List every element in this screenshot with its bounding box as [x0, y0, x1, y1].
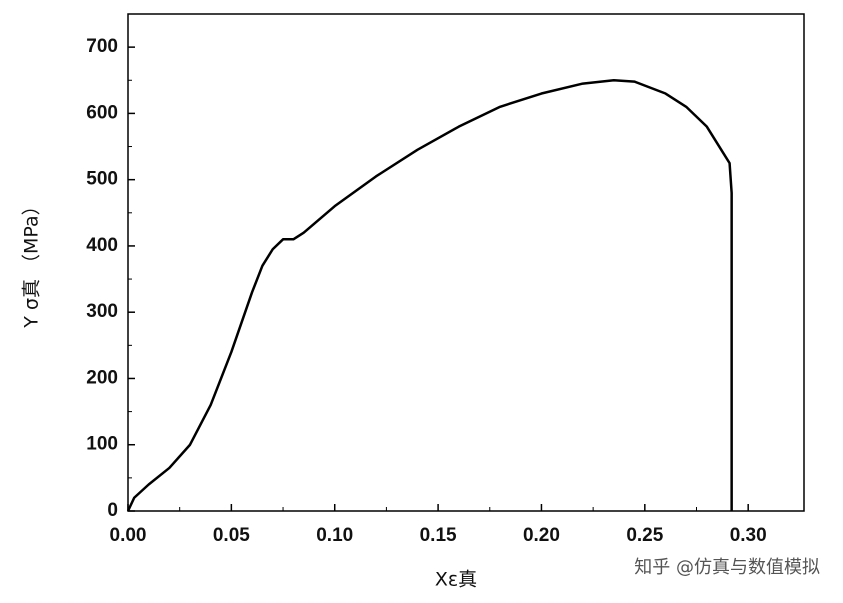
- x-tick-label: 0.20: [523, 525, 560, 546]
- y-tick-label: 200: [86, 367, 118, 388]
- data-line: [126, 79, 733, 512]
- x-tick-label: 0.05: [213, 525, 250, 546]
- x-axis-label: Xε真: [435, 569, 477, 591]
- x-tick-label: 0.25: [626, 525, 663, 546]
- y-axis-label: Y σ真 （MPa）: [21, 196, 43, 328]
- watermark: 知乎 @仿真与数值模拟: [634, 557, 820, 578]
- x-tick-label: 0.10: [316, 525, 353, 546]
- x-tick-label: 0.15: [420, 525, 457, 546]
- y-tick-label: 100: [86, 434, 118, 455]
- y-tick-label: 0: [107, 500, 118, 521]
- y-tick-label: 600: [86, 102, 118, 123]
- plot-frame: [127, 13, 805, 512]
- x-tick-label: 0.30: [730, 525, 767, 546]
- y-tick-label: 500: [86, 169, 118, 190]
- y-tick-label: 700: [86, 36, 118, 57]
- y-tick-label: 400: [86, 235, 118, 256]
- x-tick-label: 0.00: [110, 525, 147, 546]
- y-tick-label: 300: [86, 301, 118, 322]
